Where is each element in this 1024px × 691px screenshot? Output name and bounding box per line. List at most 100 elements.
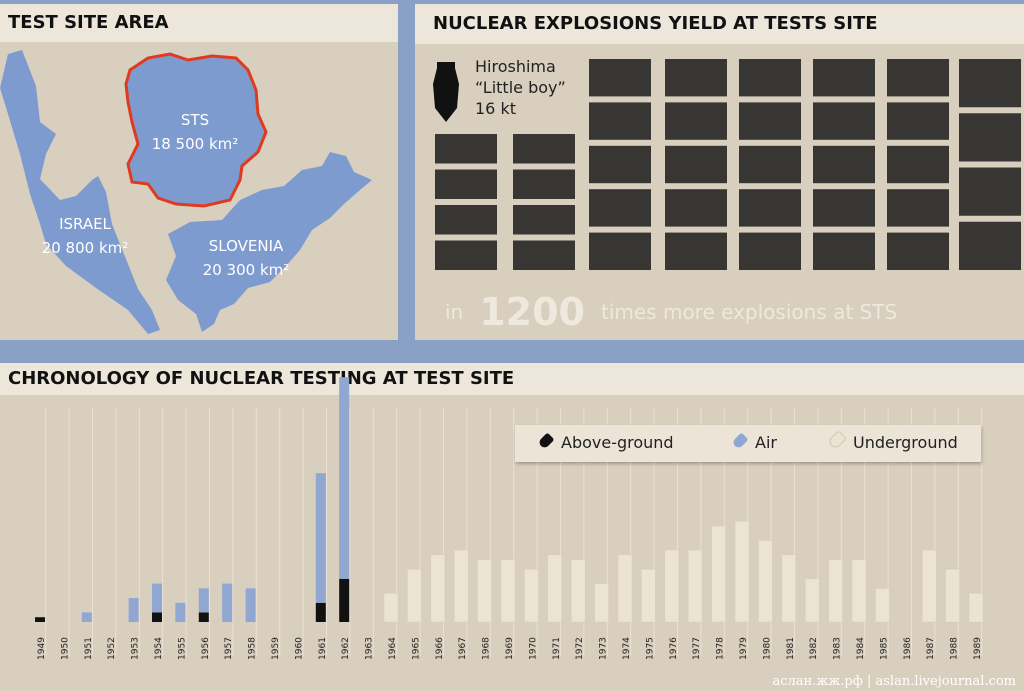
- tick-label-1976: 1976: [669, 637, 679, 660]
- yield-block: [887, 59, 949, 97]
- legend-item-underground: Underground: [827, 430, 958, 452]
- yield-block: [513, 134, 575, 164]
- yield-block: [813, 102, 875, 140]
- tick-label-1959: 1959: [271, 637, 281, 660]
- bar-underground-1970: [524, 568, 539, 623]
- yield-block: [739, 189, 801, 227]
- bar-underground-1987: [921, 549, 937, 623]
- tick-label-1980: 1980: [762, 637, 772, 660]
- bar-underground-1966: [430, 554, 446, 623]
- bar-underground-1974: [617, 554, 633, 623]
- yield-block: [887, 232, 949, 270]
- bar-underground-1989: [968, 592, 984, 623]
- yield-block: [813, 59, 875, 97]
- israel-area: 20 800 km²: [41, 239, 129, 257]
- area-panel-title: TEST SITE AREA: [0, 4, 398, 42]
- yield-block: [665, 59, 727, 97]
- bar-underground-1964: [383, 592, 399, 623]
- test-site-area-panel: TEST SITE AREA STS 18 500 km² ISRAEL 20 …: [0, 4, 398, 340]
- tick-label-1956: 1956: [201, 637, 211, 660]
- bar-underground-1978: [711, 525, 726, 623]
- tick-label-1969: 1969: [505, 637, 515, 660]
- yield-block: [513, 169, 575, 199]
- bar-underground-1979: [734, 520, 750, 623]
- israel-map-shape: [0, 50, 160, 334]
- tick-label-1977: 1977: [692, 637, 702, 660]
- tick-label-1958: 1958: [248, 637, 258, 660]
- sts-area: 18 500 km²: [151, 135, 239, 153]
- tick-label-1971: 1971: [552, 637, 562, 660]
- yield-block: [665, 232, 727, 270]
- underground-bomb-icon: [827, 430, 847, 450]
- chronology-title: CHRONOLOGY OF NUCLEAR TESTING AT TEST SI…: [0, 363, 1024, 395]
- yield-block: [959, 113, 1021, 162]
- yield-panel: NUCLEAR EXPLOSIONS YIELD AT TESTS SITE H…: [415, 4, 1024, 340]
- bar-air-1961: [315, 473, 326, 603]
- bar-air-1956: [198, 588, 209, 613]
- above-ground-bomb-icon: [537, 432, 555, 450]
- yield-block: [813, 232, 875, 270]
- yield-block: [887, 102, 949, 140]
- yield-bomb-grid: [433, 59, 1021, 270]
- yield-block: [739, 145, 801, 184]
- chronology-panel: CHRONOLOGY OF NUCLEAR TESTING AT TEST SI…: [0, 363, 1024, 691]
- bar-above-ground-1949: [35, 617, 45, 622]
- tick-label-1975: 1975: [645, 637, 655, 660]
- legend-item-above-ground: Above-ground: [537, 432, 674, 452]
- comparison-number: 1200: [479, 290, 585, 334]
- tick-label-1986: 1986: [903, 637, 913, 660]
- sts-name: STS: [180, 111, 210, 129]
- yield-block: [435, 169, 497, 199]
- tick-label-1974: 1974: [622, 637, 632, 660]
- tick-label-1979: 1979: [739, 637, 749, 660]
- yield-block: [813, 145, 875, 184]
- legend-label-above-ground: Above-ground: [561, 433, 674, 452]
- bar-underground-1977: [687, 549, 703, 623]
- tick-label-1985: 1985: [879, 637, 889, 660]
- bar-above-ground-1961: [315, 602, 326, 622]
- yield-block: [435, 240, 497, 270]
- watermark: аслан.жж.рф | aslan.livejournal.com: [772, 674, 1016, 689]
- yield-value: 16 kt: [475, 99, 516, 118]
- yield-block: [959, 221, 1021, 270]
- tick-label-1967: 1967: [458, 637, 468, 660]
- bar-underground-1985: [875, 588, 890, 623]
- tick-label-1960: 1960: [294, 637, 304, 660]
- bar-air-1957: [222, 583, 233, 622]
- yield-block: [959, 59, 1021, 108]
- yield-block: [665, 102, 727, 140]
- slovenia-label: SLOVENIA 20 300 km²: [186, 234, 306, 282]
- tick-label-1953: 1953: [131, 637, 141, 660]
- bar-underground-1988: [945, 568, 960, 623]
- tick-label-1966: 1966: [435, 637, 445, 660]
- comparison-suffix: times more explosions at STS: [601, 300, 898, 324]
- bar-underground-1967: [453, 549, 469, 623]
- slovenia-name: SLOVENIA: [208, 237, 284, 255]
- yield-block: [887, 145, 949, 184]
- bar-underground-1983: [828, 559, 843, 623]
- legend-label-air: Air: [755, 433, 777, 452]
- yield-block: [959, 167, 1021, 216]
- slovenia-area: 20 300 km²: [202, 261, 290, 279]
- bomb-icon: [433, 62, 459, 122]
- tick-label-1951: 1951: [84, 637, 94, 660]
- bar-underground-1972: [570, 559, 586, 623]
- tick-label-1957: 1957: [224, 637, 234, 660]
- yield-panel-title: NUCLEAR EXPLOSIONS YIELD AT TESTS SITE: [415, 4, 1024, 44]
- sts-map-shape: [124, 52, 268, 208]
- israel-label: ISRAEL 20 800 km²: [30, 212, 140, 260]
- israel-name: ISRAEL: [59, 215, 111, 233]
- tick-label-1964: 1964: [388, 637, 398, 660]
- tick-label-1972: 1972: [575, 637, 585, 660]
- bar-air-1955: [175, 602, 186, 622]
- tick-label-1952: 1952: [107, 637, 117, 660]
- area-map: [0, 50, 372, 334]
- hiroshima-name: Hiroshima: [475, 57, 556, 76]
- slovenia-map-shape: [166, 152, 372, 332]
- bar-above-ground-1954: [152, 612, 162, 622]
- tick-label-1963: 1963: [365, 637, 375, 660]
- yield-block: [739, 232, 801, 270]
- tick-label-1989: 1989: [973, 637, 983, 660]
- bar-air-1953: [128, 598, 139, 622]
